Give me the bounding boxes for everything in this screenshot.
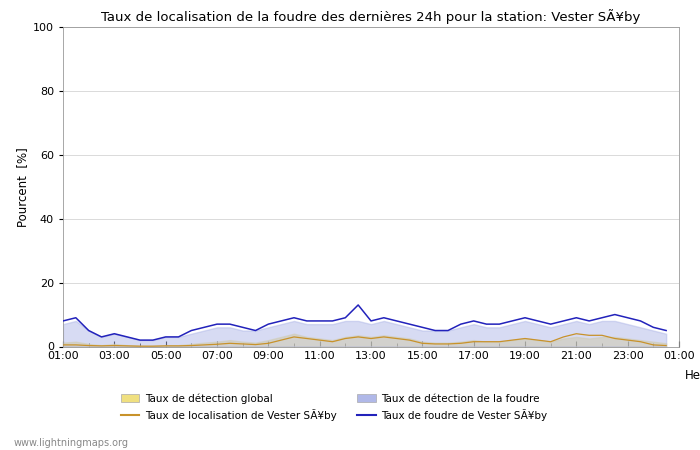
Text: Heure: Heure [685,369,700,382]
Y-axis label: Pourcent  [%]: Pourcent [%] [16,147,29,227]
Title: Taux de localisation de la foudre des dernières 24h pour la station: Vester SÃ¥b: Taux de localisation de la foudre des de… [102,9,640,24]
Legend: Taux de détection global, Taux de localisation de Vester SÃ¥by, Taux de détectio: Taux de détection global, Taux de locali… [120,393,547,421]
Text: www.lightningmaps.org: www.lightningmaps.org [14,438,129,448]
